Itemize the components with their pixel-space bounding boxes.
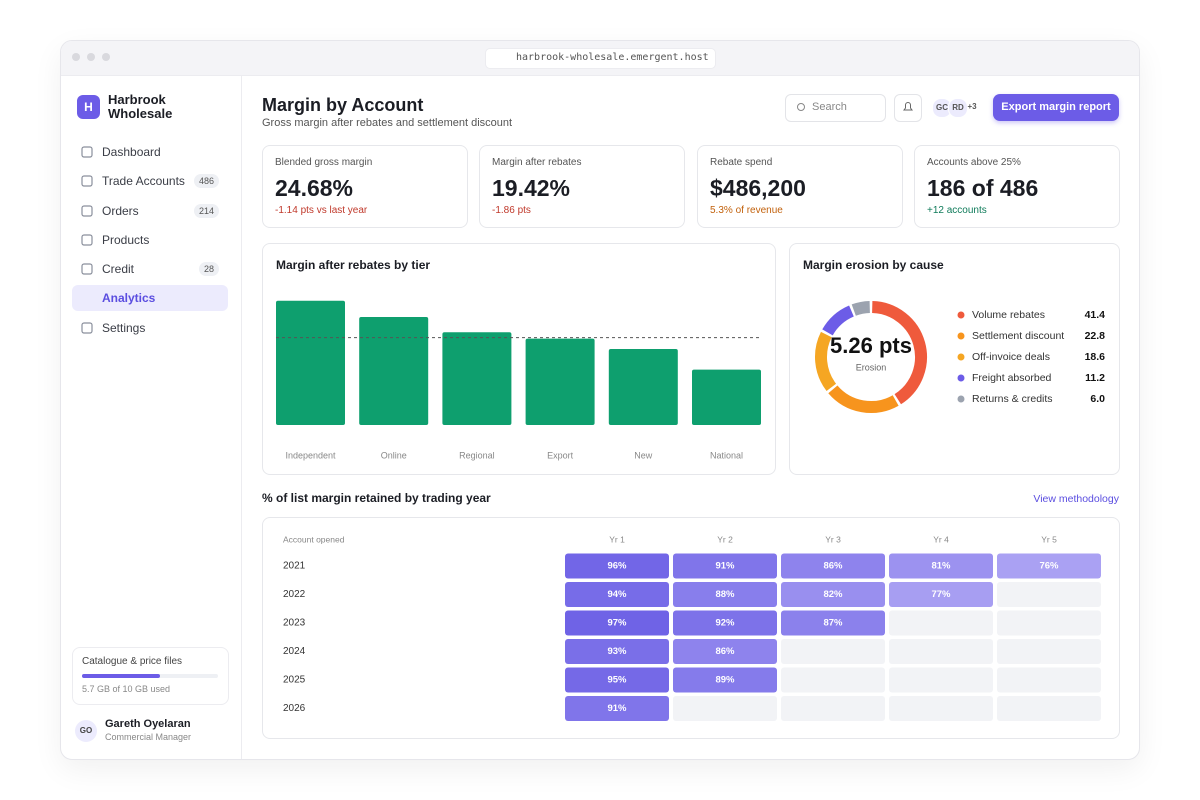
kpi-card — [479, 145, 685, 228]
user-avatar: GO — [75, 720, 97, 742]
storage-usage: 5.7 GB of 10 GB used — [82, 684, 171, 694]
chart-card — [262, 517, 1120, 739]
nav-item[interactable] — [72, 315, 228, 341]
nav-badge: 28 — [198, 262, 219, 276]
kpi-value: $486,200 — [710, 175, 806, 201]
nav-badge: 214 — [193, 204, 219, 218]
chart-title: % of list margin retained by trading yea… — [262, 491, 491, 505]
nav-item[interactable] — [72, 285, 228, 311]
export-button[interactable]: Export margin report — [993, 94, 1119, 121]
search-box[interactable] — [785, 94, 886, 122]
kpi-card — [697, 145, 903, 228]
nav-item[interactable] — [72, 227, 228, 253]
kpi-label: Margin after rebates — [492, 157, 582, 168]
brand-name: Harbrook Wholesale — [108, 92, 173, 121]
nav-badge: 486 — [193, 174, 219, 188]
nav-label: Dashboard — [102, 145, 161, 159]
kpi-delta: 5.3% of revenue — [710, 205, 783, 216]
chart-card — [789, 243, 1120, 475]
kpi-label: Rebate spend — [710, 157, 773, 168]
kpi-label: Blended gross margin — [275, 157, 373, 168]
chart-title: Margin after rebates by tier — [276, 258, 431, 272]
view-methodology-link[interactable]: View methodology — [1033, 493, 1119, 505]
user-role: Commercial Manager — [105, 732, 192, 742]
kpi-label: Accounts above 25% — [927, 157, 1021, 168]
search-placeholder: Search — [812, 101, 847, 113]
kpi-card — [262, 145, 468, 228]
page-title: Margin by Account — [262, 95, 424, 115]
nav-label: Trade Accounts — [102, 174, 185, 188]
kpi-value: 19.42% — [492, 175, 571, 201]
header-avatar: GC — [932, 98, 952, 118]
brand-logo: H — [77, 95, 100, 119]
sidebar-divider — [241, 76, 242, 759]
url: harbrook-wholesale.emergent.host — [516, 52, 709, 63]
kpi-delta: +12 accounts — [927, 205, 987, 216]
nav-label: Credit — [102, 262, 135, 276]
user-name: Gareth Oyelaran — [105, 718, 191, 730]
nav-label: Analytics — [102, 291, 156, 305]
url-bar — [485, 48, 716, 69]
nav-label: Orders — [102, 204, 139, 218]
storage-card — [72, 647, 229, 705]
storage-fill — [82, 674, 160, 678]
notification-button[interactable] — [894, 94, 922, 122]
kpi-value: 186 of 486 — [927, 175, 1039, 201]
header-avatar: RD — [948, 98, 968, 118]
kpi-card — [914, 145, 1120, 228]
storage-title: Catalogue & price files — [82, 656, 183, 667]
page-subtitle: Gross margin after rebates and settlemen… — [262, 117, 513, 129]
chart-card — [262, 243, 776, 475]
chart-title: Margin erosion by cause — [803, 258, 944, 272]
kpi-value: 24.68% — [275, 175, 354, 201]
kpi-delta: -1.14 pts vs last year — [275, 205, 368, 216]
nav-label: Products — [102, 233, 150, 247]
nav-label: Settings — [102, 321, 146, 335]
header-avatar: +3 — [967, 102, 977, 111]
kpi-delta: -1.86 pts — [492, 205, 531, 216]
